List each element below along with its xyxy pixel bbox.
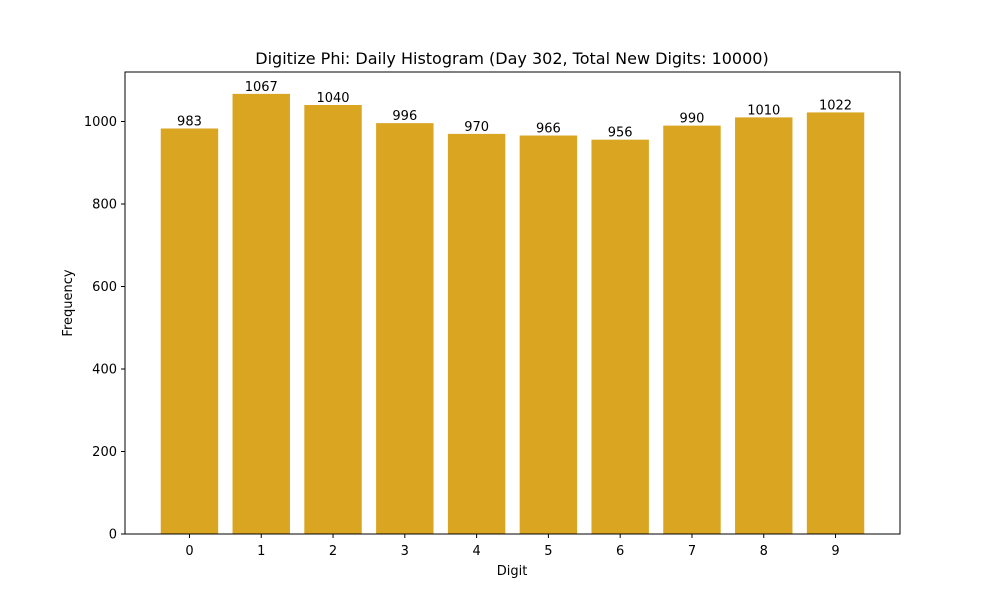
bar-digit-9 <box>806 112 865 535</box>
plot-frame <box>124 71 901 535</box>
x-axis-ticks: 0 1 2 3 4 5 6 7 8 9 <box>185 534 840 559</box>
bar-digit-2 <box>304 105 362 534</box>
data-labels-group: 983 1067 1040 996 970 966 956 990 1010 1022 <box>177 80 852 141</box>
x-tick-label: 0 <box>185 544 193 559</box>
data-label-digit-2: 1040 <box>316 91 349 106</box>
data-label-digit-5: 966 <box>536 122 561 137</box>
y-tick-label: 800 <box>92 198 117 213</box>
x-tick-label: 5 <box>544 544 552 559</box>
x-axis-label: Digit <box>497 564 528 579</box>
bar-digit-6 <box>591 139 649 534</box>
x-tick-label: 7 <box>688 544 696 559</box>
x-tick-label: 6 <box>616 544 624 559</box>
bar-digit-8 <box>735 117 793 534</box>
y-tick-label: 0 <box>109 528 117 543</box>
bar-digit-4 <box>447 133 506 534</box>
chart-title: Digitize Phi: Daily Histogram (Day 302, … <box>255 49 768 68</box>
data-label-digit-4: 970 <box>464 120 489 135</box>
data-label-digit-9: 1022 <box>819 98 852 113</box>
data-label-digit-0: 983 <box>177 115 202 130</box>
bar-digit-7 <box>663 125 721 534</box>
bars-group <box>160 93 865 535</box>
y-tick-label: 600 <box>92 280 117 295</box>
data-label-digit-6: 956 <box>608 126 633 141</box>
bar-digit-1 <box>232 93 290 535</box>
x-tick-label: 8 <box>760 544 768 559</box>
y-axis-ticks: 0 200 400 600 800 1000 <box>84 115 125 543</box>
bar-digit-5 <box>519 135 578 534</box>
y-tick-label: 1000 <box>84 115 117 130</box>
data-label-digit-7: 990 <box>680 112 705 127</box>
bar-digit-0 <box>160 128 219 534</box>
x-tick-label: 3 <box>401 544 409 559</box>
x-tick-label: 2 <box>329 544 337 559</box>
y-axis-label: Frequency <box>61 269 76 336</box>
data-label-digit-8: 1010 <box>747 103 780 118</box>
y-tick-label: 400 <box>92 363 117 378</box>
data-label-digit-1: 1067 <box>245 80 278 95</box>
y-tick-label: 200 <box>92 445 117 460</box>
data-label-digit-3: 996 <box>392 109 417 124</box>
x-tick-label: 9 <box>831 544 839 559</box>
bar-digit-3 <box>376 123 434 535</box>
x-tick-label: 4 <box>472 544 480 559</box>
x-tick-label: 1 <box>257 544 265 559</box>
